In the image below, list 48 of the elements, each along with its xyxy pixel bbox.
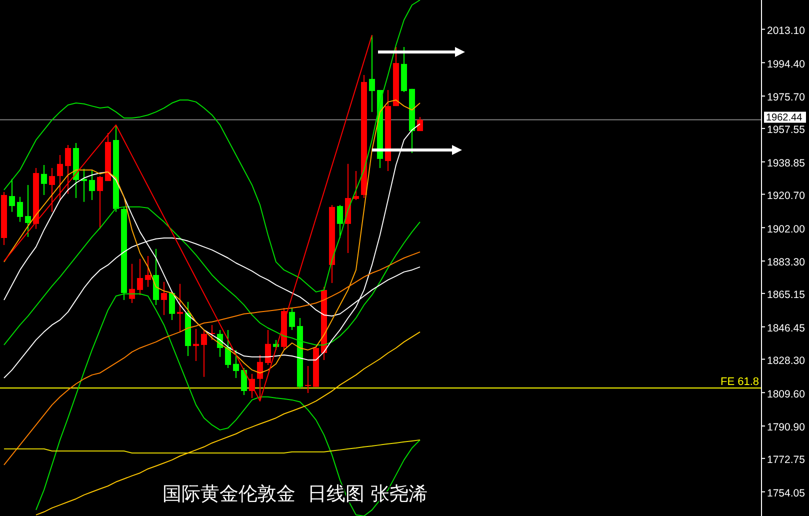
candlestick <box>353 170 359 200</box>
y-tick-label: 1865.15 <box>767 289 806 302</box>
line-series <box>4 206 420 346</box>
y-tick-label: 1975.70 <box>767 92 806 104</box>
line-series <box>4 34 372 402</box>
candlestick <box>169 292 175 320</box>
ref-line-label: 1962.44 <box>766 112 803 124</box>
candlestick <box>145 256 151 288</box>
y-tick-label: 1920.70 <box>767 190 806 202</box>
y-tick-label: 2013.10 <box>767 24 806 37</box>
y-tick-label: 1938.85 <box>767 158 806 170</box>
candlestick <box>129 263 135 304</box>
candlestick <box>65 144 71 194</box>
candlestick <box>177 283 183 332</box>
y-tick-label: 1883.30 <box>767 256 806 269</box>
candlestick <box>233 349 239 378</box>
candlestick <box>17 196 23 222</box>
candlestick <box>337 204 343 239</box>
candlestick <box>289 307 295 330</box>
candlestick <box>369 34 375 112</box>
y-tick-label: 1790.90 <box>767 422 806 434</box>
candlestick <box>41 164 47 196</box>
candlestick <box>305 366 311 394</box>
candlestick <box>97 176 103 230</box>
y-tick-label: 1809.60 <box>767 388 806 400</box>
y-tick-label: 1846.45 <box>767 322 806 335</box>
ref-line-label: FE 61.8 <box>720 376 759 388</box>
candlestick <box>225 329 231 368</box>
candlestick <box>241 367 247 396</box>
y-tick-label: 1754.05 <box>767 487 806 500</box>
candlestick <box>137 258 143 296</box>
candlestick <box>25 184 31 238</box>
y-tick-label: 1902.00 <box>767 223 806 236</box>
y-tick-label: 1957.55 <box>767 124 806 136</box>
candlestick <box>89 169 95 200</box>
candlestick <box>161 281 167 316</box>
candlestick <box>49 168 55 212</box>
y-tick-label: 1772.75 <box>767 454 806 466</box>
candlestick <box>265 329 271 366</box>
line-series <box>4 0 420 292</box>
line-series <box>4 439 420 454</box>
candlestick <box>193 328 199 362</box>
y-tick-label: 1828.30 <box>767 354 806 367</box>
candlestick <box>201 329 207 378</box>
y-tick-label: 1994.40 <box>767 58 806 70</box>
line-series <box>4 251 420 466</box>
candlestick <box>9 178 15 212</box>
candlestick <box>57 154 63 202</box>
